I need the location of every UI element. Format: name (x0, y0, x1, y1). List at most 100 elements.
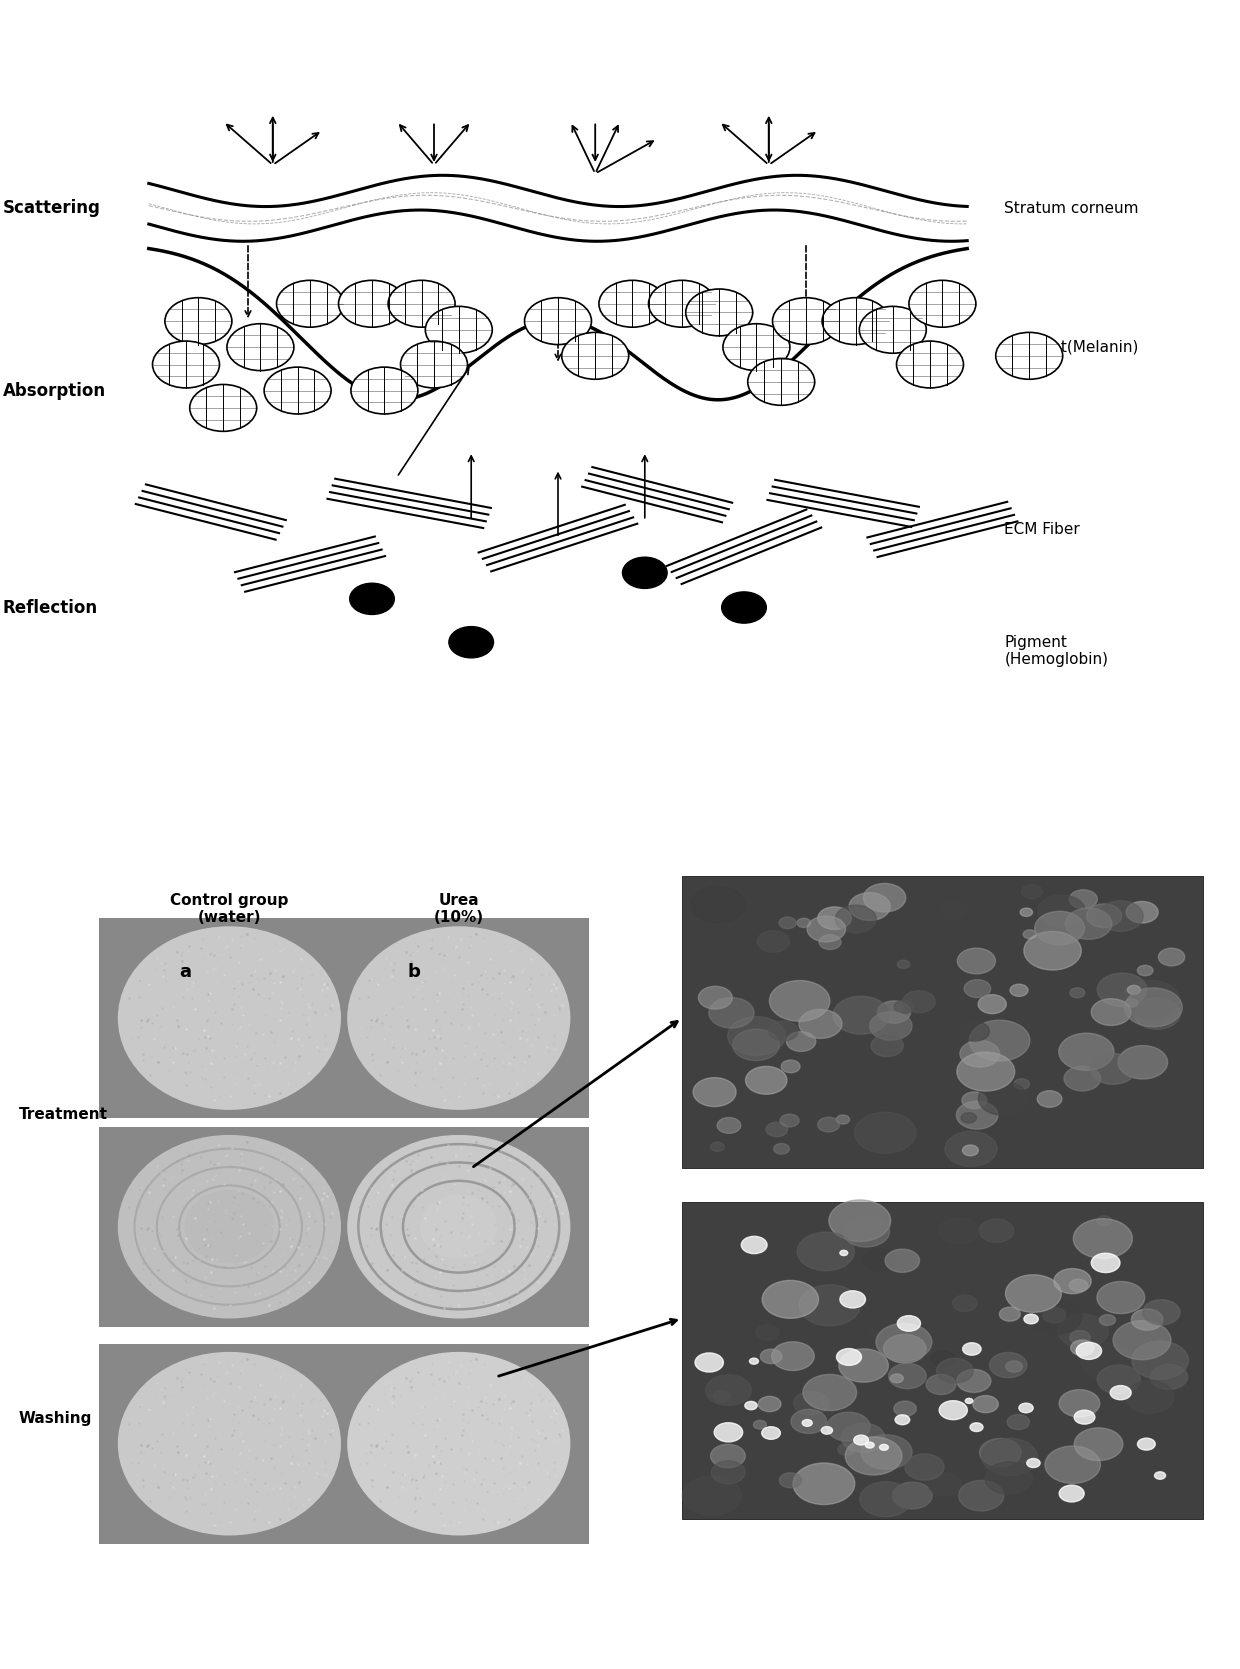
Circle shape (894, 1000, 914, 1013)
Circle shape (449, 626, 494, 658)
Circle shape (928, 1474, 962, 1495)
Circle shape (1076, 1342, 1101, 1360)
Circle shape (562, 332, 629, 379)
Circle shape (863, 1248, 897, 1272)
Circle shape (895, 1415, 910, 1425)
Circle shape (1137, 1439, 1156, 1450)
Circle shape (1074, 1429, 1123, 1460)
Circle shape (742, 1237, 768, 1253)
Circle shape (837, 1349, 862, 1365)
Circle shape (1022, 885, 1043, 898)
Circle shape (878, 1001, 910, 1023)
Circle shape (940, 1217, 978, 1243)
Circle shape (980, 1218, 1014, 1242)
Circle shape (694, 1354, 723, 1372)
Circle shape (761, 1427, 780, 1439)
Text: Pigment(Melanin): Pigment(Melanin) (1004, 340, 1138, 354)
Circle shape (965, 1399, 973, 1404)
Text: Stratum corneum: Stratum corneum (1004, 200, 1138, 215)
Circle shape (682, 1475, 742, 1515)
Circle shape (1125, 988, 1182, 1026)
Circle shape (1151, 1364, 1188, 1390)
Circle shape (754, 1420, 766, 1429)
Circle shape (1097, 973, 1147, 1006)
Circle shape (728, 1016, 785, 1055)
Circle shape (1006, 1275, 1061, 1312)
Circle shape (774, 1143, 790, 1155)
Circle shape (841, 1424, 885, 1452)
Circle shape (713, 1390, 730, 1402)
Circle shape (781, 1060, 800, 1073)
Circle shape (1037, 1090, 1061, 1107)
Circle shape (822, 297, 889, 344)
Circle shape (870, 1035, 903, 1056)
Text: Urea
(10%): Urea (10%) (434, 893, 484, 925)
FancyBboxPatch shape (99, 918, 360, 1118)
Circle shape (960, 1040, 999, 1066)
FancyBboxPatch shape (329, 918, 589, 1118)
Circle shape (153, 340, 219, 387)
Circle shape (1097, 1282, 1145, 1314)
Circle shape (905, 1454, 944, 1480)
Circle shape (861, 1435, 913, 1469)
Circle shape (339, 280, 405, 327)
Circle shape (779, 916, 796, 928)
Circle shape (804, 1375, 857, 1410)
Circle shape (756, 1325, 780, 1340)
Circle shape (1023, 930, 1037, 938)
Circle shape (797, 1232, 854, 1270)
Circle shape (1111, 913, 1127, 925)
Ellipse shape (347, 1135, 570, 1319)
Circle shape (802, 1420, 812, 1427)
Circle shape (957, 1370, 991, 1392)
Circle shape (1054, 1268, 1091, 1293)
Circle shape (1064, 1066, 1101, 1092)
Circle shape (1058, 1314, 1109, 1349)
Circle shape (883, 1335, 926, 1364)
FancyBboxPatch shape (99, 1127, 360, 1327)
Circle shape (1059, 1485, 1084, 1502)
Circle shape (875, 1324, 931, 1360)
Circle shape (692, 886, 745, 923)
Circle shape (879, 1444, 888, 1450)
Text: Absorption: Absorption (2, 382, 105, 399)
Circle shape (1009, 985, 1028, 996)
Circle shape (1027, 1459, 1040, 1467)
Text: Scattering: Scattering (2, 199, 100, 217)
Circle shape (351, 367, 418, 414)
Circle shape (863, 883, 905, 911)
Circle shape (846, 1437, 901, 1475)
Text: a: a (179, 963, 191, 981)
Circle shape (839, 1250, 848, 1255)
Circle shape (817, 906, 852, 930)
Circle shape (1096, 1215, 1111, 1225)
Circle shape (982, 1439, 1038, 1475)
Circle shape (854, 1112, 916, 1153)
Circle shape (1059, 1390, 1100, 1417)
Text: Control group
(water): Control group (water) (170, 893, 289, 925)
Circle shape (1065, 908, 1112, 940)
Circle shape (838, 1349, 888, 1382)
Circle shape (1074, 1218, 1132, 1258)
Circle shape (866, 1442, 874, 1449)
FancyBboxPatch shape (682, 876, 1203, 1168)
Circle shape (789, 1071, 826, 1097)
Circle shape (854, 1435, 868, 1445)
Circle shape (836, 1115, 849, 1123)
Circle shape (1137, 965, 1153, 976)
Circle shape (711, 1142, 724, 1152)
Circle shape (748, 359, 815, 406)
Ellipse shape (419, 1195, 498, 1258)
Text: b: b (408, 963, 420, 981)
Circle shape (1154, 1472, 1166, 1479)
FancyBboxPatch shape (329, 1127, 589, 1327)
Text: Reflection: Reflection (2, 599, 98, 616)
Circle shape (1100, 1315, 1116, 1325)
Circle shape (890, 1374, 903, 1382)
Ellipse shape (185, 1190, 274, 1263)
Circle shape (836, 905, 877, 933)
Circle shape (960, 1021, 990, 1041)
Circle shape (807, 916, 846, 941)
Circle shape (952, 1295, 977, 1312)
Circle shape (758, 1397, 781, 1412)
